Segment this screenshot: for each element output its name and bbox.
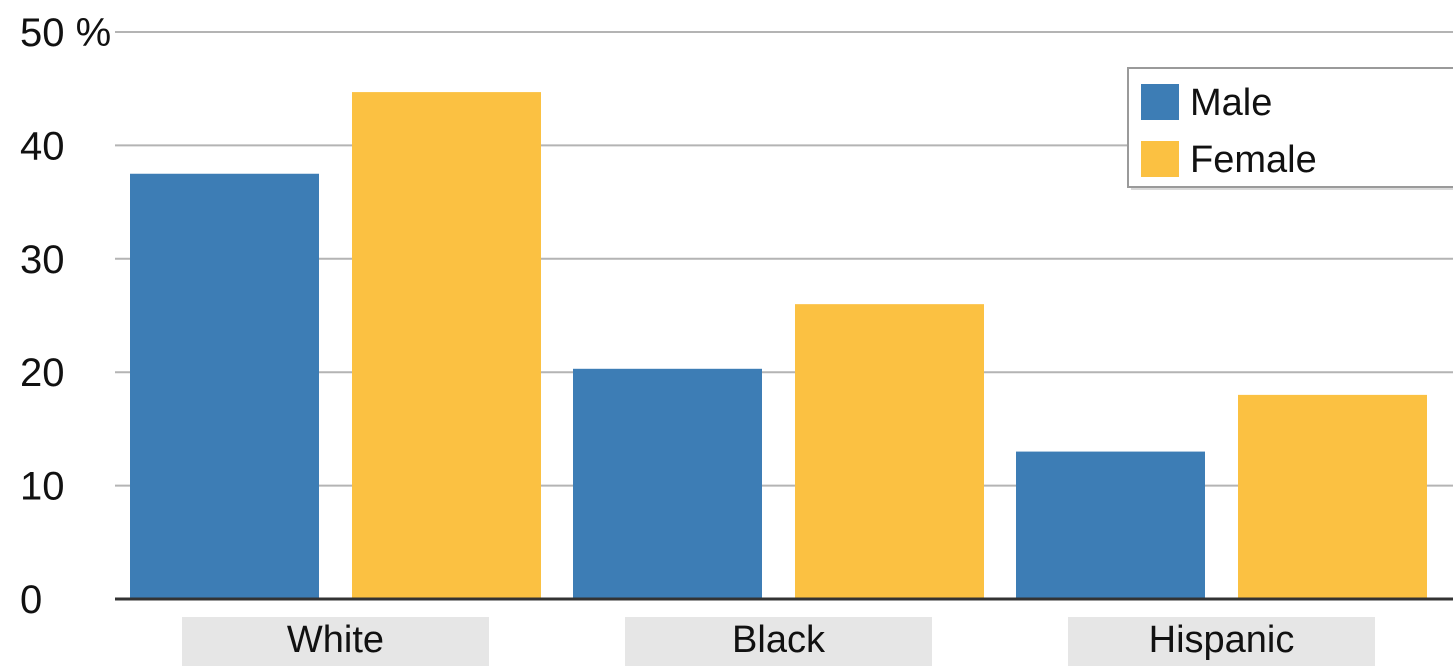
bars [130, 92, 1427, 600]
bar-male-black [573, 368, 762, 599]
y-tick-label: 20 [20, 351, 65, 395]
x-tick-label: White [287, 619, 384, 661]
axes: 0 10 20 30 40 50 % White Black Hispanic [20, 11, 1453, 666]
y-tick-label: 0 [20, 578, 42, 622]
bar-female-white [352, 92, 541, 600]
category-label-box [1068, 617, 1375, 666]
legend-swatch-female [1141, 141, 1179, 177]
y-tick-label: 50 % [20, 11, 111, 55]
bar-male-hispanic [1016, 451, 1205, 599]
x-tick-label: Black [732, 619, 826, 661]
bar-female-hispanic [1238, 394, 1427, 599]
legend-label-male: Male [1190, 82, 1272, 124]
legend-box [1127, 67, 1453, 188]
legend: Male Female [1127, 67, 1453, 190]
y-tick-label: 40 [20, 124, 65, 168]
category-label-box [625, 617, 932, 666]
y-tick-label: 30 [20, 238, 65, 282]
x-tick-label: Hispanic [1149, 619, 1295, 661]
y-tick-label: 10 [20, 465, 65, 509]
category-label-box [182, 617, 489, 666]
bar-female-black [795, 304, 984, 599]
legend-label-female: Female [1190, 139, 1317, 181]
bar-male-white [130, 173, 319, 599]
legend-swatch-male [1141, 84, 1179, 120]
